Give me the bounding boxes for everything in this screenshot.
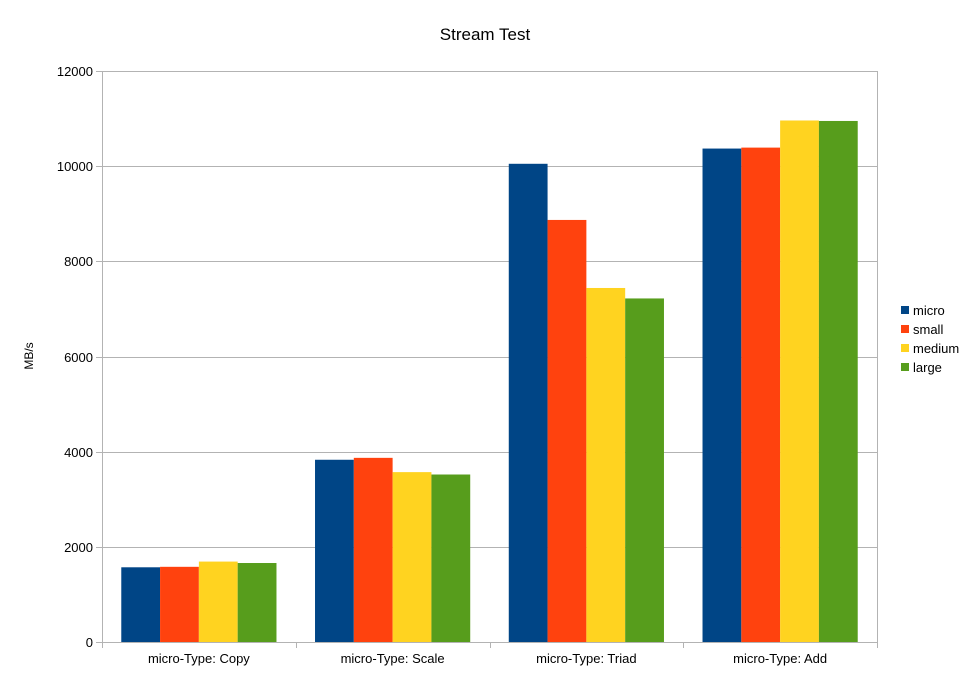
x-tick-label: micro-Type: Scale	[341, 651, 445, 666]
y-axis-label: MB/s	[22, 342, 36, 369]
chart-title: Stream Test	[440, 25, 531, 44]
y-tick-label: 0	[86, 635, 93, 650]
gridlines	[102, 71, 878, 643]
legend: micro small medium large	[901, 303, 959, 375]
x-axis: micro-Type: Copy micro-Type: Scale micro-T…	[96, 642, 878, 666]
x-tick-label: micro-Type: Add	[733, 651, 827, 666]
x-tick-label: micro-Type: Triad	[536, 651, 636, 666]
bar-medium-0	[198, 561, 238, 642]
bar-small-0	[160, 566, 199, 642]
bar-large-0	[237, 563, 277, 642]
y-tick-label: 10000	[57, 159, 93, 174]
bar-small-1	[353, 457, 393, 642]
x-tick-label: micro-Type: Copy	[148, 651, 250, 666]
bar-small-3	[741, 147, 781, 643]
legend-swatch-large	[901, 363, 909, 371]
bar-small-2	[547, 219, 587, 642]
bar-medium-3	[780, 120, 819, 643]
legend-label-large: large	[913, 360, 942, 375]
y-tick-label: 2000	[64, 540, 93, 555]
y-axis-ticks: 0 2000 4000 6000 8000 10000 12000	[57, 64, 102, 650]
legend-swatch-micro	[901, 306, 909, 314]
legend-label-small: small	[913, 322, 943, 337]
bar-micro-2	[508, 163, 548, 643]
bar-medium-1	[392, 472, 432, 642]
bar-micro-3	[702, 148, 742, 642]
bar-large-3	[818, 120, 858, 642]
bar-large-2	[625, 298, 664, 642]
y-tick-label: 4000	[64, 445, 93, 460]
legend-swatch-small	[901, 325, 909, 333]
legend-label-medium: medium	[913, 341, 959, 356]
legend-label-micro: micro	[913, 303, 945, 318]
y-tick-label: 12000	[57, 64, 93, 79]
legend-swatch-medium	[901, 344, 909, 352]
y-tick-label: 6000	[64, 350, 93, 365]
bar-medium-2	[586, 287, 626, 642]
bar-large-1	[431, 474, 471, 642]
bar-micro-0	[121, 567, 161, 642]
bar-micro-1	[315, 459, 354, 642]
y-tick-label: 8000	[64, 254, 93, 269]
bars	[121, 120, 858, 643]
